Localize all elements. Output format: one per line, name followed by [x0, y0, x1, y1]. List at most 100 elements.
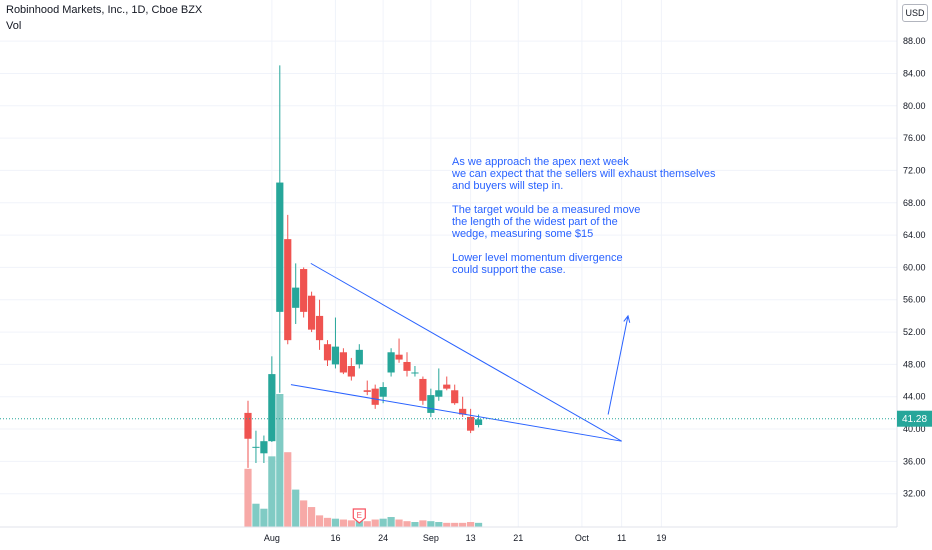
- symbol-title[interactable]: Robinhood Markets, Inc., 1D, Cboe BZX: [6, 4, 203, 16]
- volume-bar: [331, 518, 340, 527]
- volume-bar: [339, 519, 347, 527]
- candle-body: [379, 387, 387, 397]
- volume-bar: [347, 520, 355, 527]
- last-price-label: 41.28: [902, 414, 927, 425]
- candle-body: [451, 390, 459, 404]
- volume-bars: [244, 394, 483, 527]
- volume-bar: [379, 518, 387, 527]
- y-tick-label: 60.00: [903, 262, 926, 272]
- candle-body: [300, 269, 308, 312]
- candle-body: [371, 388, 379, 405]
- volume-bar: [435, 522, 443, 527]
- volume-bar: [443, 522, 451, 527]
- volume-bar: [459, 522, 467, 527]
- y-tick-label: 84.00: [903, 68, 926, 78]
- candle-body: [411, 372, 419, 374]
- x-tick-label: 13: [466, 533, 476, 543]
- x-tick-label: 16: [330, 533, 340, 543]
- candle-body: [244, 412, 252, 439]
- x-tick-label: 11: [617, 533, 626, 543]
- y-tick-label: 88.00: [903, 36, 926, 46]
- annotation-line: The target would be a measured move: [452, 204, 641, 216]
- y-tick-label: 72.00: [903, 165, 926, 175]
- annotation-line: the length of the widest part of the: [452, 216, 618, 228]
- volume-bar: [315, 515, 324, 527]
- volume-bar: [268, 456, 276, 527]
- wedge-trendline: [290, 384, 622, 442]
- last-price-badge: [897, 410, 932, 427]
- candle-body: [387, 352, 395, 373]
- volume-bar: [300, 500, 308, 527]
- candle-body: [276, 182, 284, 312]
- y-tick-label: 40.00: [903, 424, 926, 434]
- currency-button[interactable]: USD: [902, 4, 928, 22]
- candle-body: [403, 361, 411, 371]
- volume-bar: [244, 468, 252, 527]
- annotation-line: and buyers will step in.: [452, 180, 564, 192]
- volume-bar: [260, 508, 268, 527]
- volume-bar: [387, 517, 395, 527]
- annotation-line: we can expect that the sellers will exha…: [452, 168, 716, 180]
- annotation-line: Lower level momentum divergence: [452, 252, 623, 264]
- candle-body: [323, 344, 332, 361]
- candle-body: [347, 366, 355, 377]
- x-tick-label: Sep: [423, 533, 439, 543]
- volume-bar: [403, 521, 411, 527]
- y-tick-label: 64.00: [903, 230, 926, 240]
- volume-indicator-label[interactable]: Vol: [6, 20, 22, 32]
- candle-body: [331, 346, 340, 365]
- y-tick-label: 48.00: [903, 359, 926, 369]
- text-annotation: As we approach the apex next week we can …: [452, 156, 716, 276]
- candle-body: [339, 352, 347, 373]
- volume-bar: [323, 517, 332, 527]
- volume-bar: [284, 452, 292, 527]
- volume-bar: [427, 521, 435, 527]
- candle-body: [467, 416, 475, 431]
- candle-body: [419, 378, 427, 401]
- candle-body: [260, 441, 268, 454]
- volume-bar: [467, 522, 475, 527]
- volume-bar: [419, 520, 427, 527]
- y-tick-label: 68.00: [903, 198, 926, 208]
- x-tick-label: 24: [378, 533, 388, 543]
- candle-body: [252, 446, 260, 448]
- volume-bar: [395, 519, 403, 527]
- volume-bar: [252, 503, 260, 527]
- candle-body: [308, 295, 316, 330]
- price-candles: [244, 65, 483, 468]
- earnings-marker-icon: [352, 508, 366, 524]
- y-tick-label: 80.00: [903, 101, 926, 111]
- candle-body: [435, 390, 443, 397]
- wedge-trendline: [310, 262, 622, 442]
- candle-body: [355, 349, 363, 365]
- volume-bar: [308, 507, 316, 527]
- candle-body: [363, 390, 371, 392]
- candle-body: [443, 384, 451, 389]
- target-arrow-head: [623, 314, 631, 323]
- candle-body: [292, 287, 300, 308]
- target-arrow-shaft: [607, 315, 629, 415]
- volume-bar: [451, 522, 459, 527]
- candle-body: [268, 374, 276, 442]
- x-tick-label: 21: [513, 533, 523, 543]
- y-tick-label: 44.00: [903, 392, 926, 402]
- volume-bar: [276, 394, 284, 527]
- volume-bar: [363, 521, 371, 527]
- x-tick-label: 19: [656, 533, 666, 543]
- earnings-marker-label: E: [357, 511, 362, 520]
- x-tick-label: Oct: [575, 533, 590, 543]
- candle-body: [427, 395, 435, 413]
- event-markers: E: [352, 508, 366, 524]
- candle-body: [474, 419, 483, 426]
- x-tick-label: Aug: [264, 533, 280, 543]
- y-tick-label: 52.00: [903, 327, 926, 337]
- volume-bar: [371, 519, 379, 527]
- annotation-line: [452, 240, 716, 252]
- grid-lines: [0, 0, 897, 527]
- candle-body: [395, 354, 403, 360]
- volume-bar: [292, 489, 300, 527]
- annotation-line: [452, 192, 716, 204]
- y-tick-label: 32.00: [903, 489, 926, 499]
